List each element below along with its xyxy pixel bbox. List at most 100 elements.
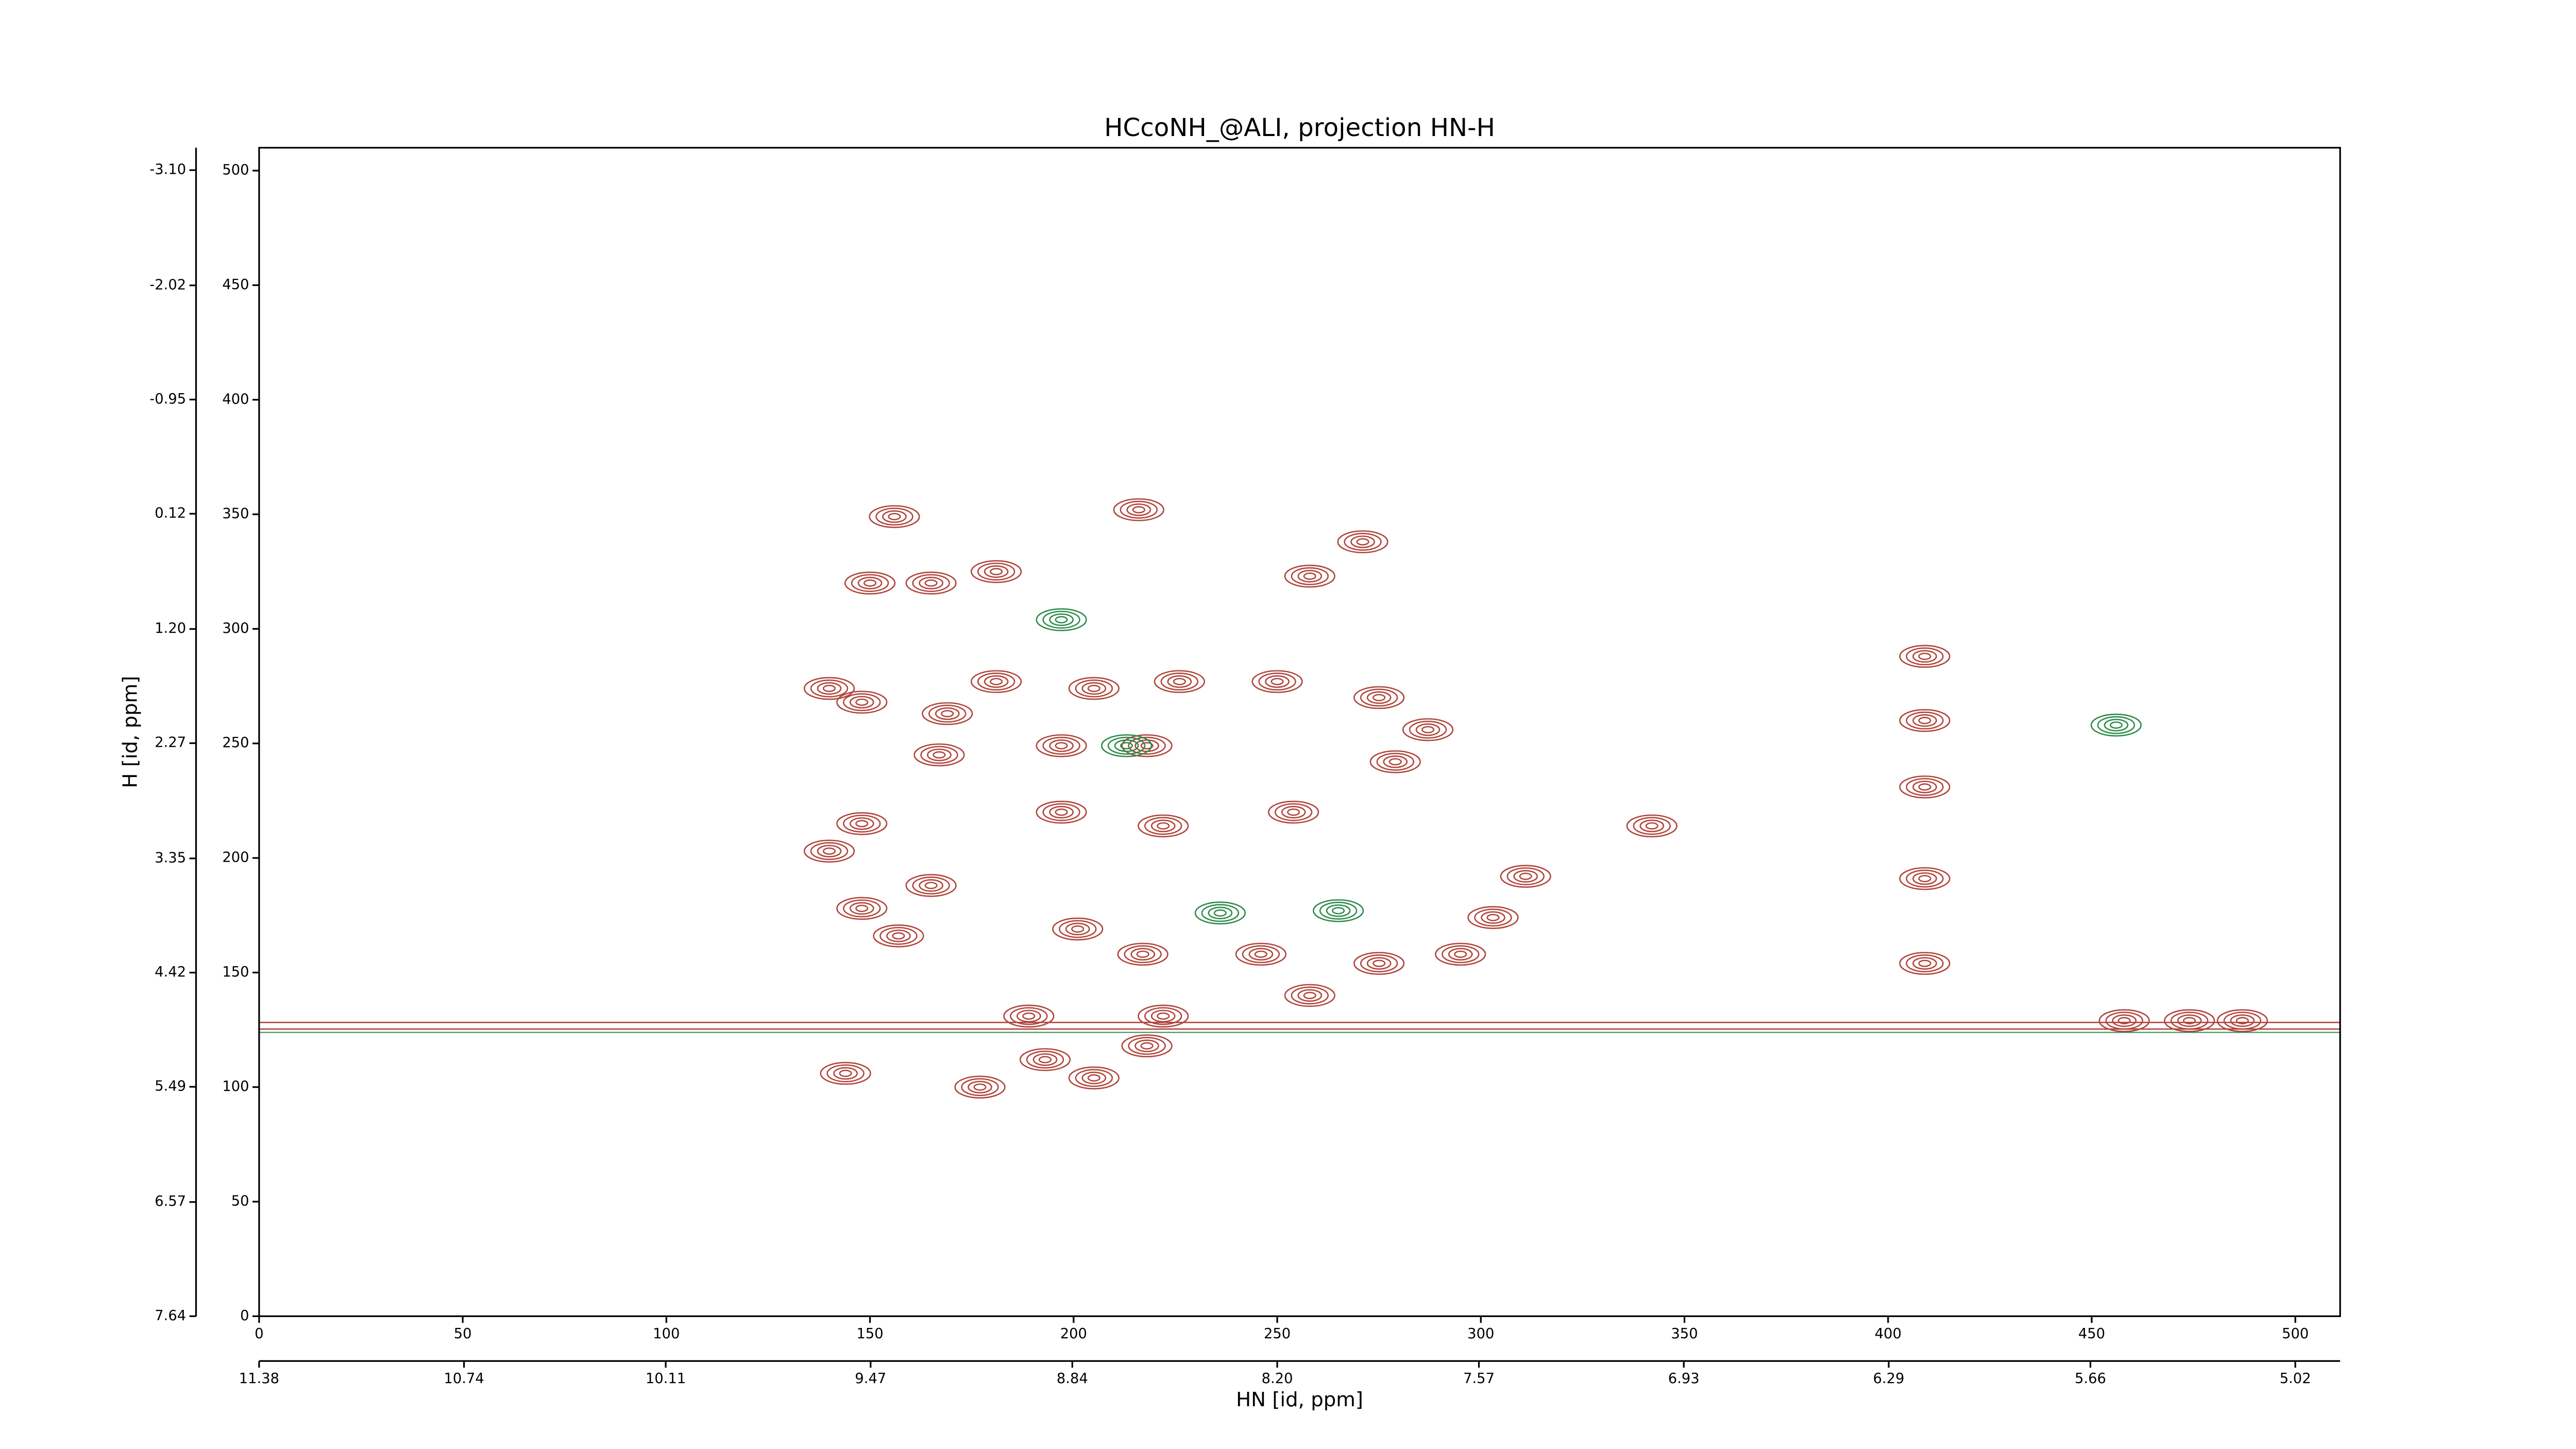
contour-level	[1369, 750, 1421, 773]
contour-level	[1906, 778, 1944, 796]
peak	[1138, 814, 1189, 838]
contour-level	[2098, 1009, 2150, 1032]
contour-level	[1899, 952, 1951, 975]
contour-level	[810, 842, 849, 861]
contour-level	[892, 932, 905, 940]
contour-level	[1372, 694, 1386, 701]
y2-tick-label: 1.20	[155, 620, 186, 636]
y2-tick-label: 7.64	[155, 1308, 186, 1324]
peak	[873, 924, 924, 948]
contour-level	[1415, 723, 1440, 736]
peak	[1899, 775, 1951, 799]
contour-level	[839, 1069, 852, 1077]
contour-level	[1121, 1034, 1173, 1057]
peak	[1337, 530, 1388, 553]
contour-level	[1265, 675, 1290, 688]
x-tick-label: 300	[1467, 1326, 1494, 1342]
y-tick-label: 100	[222, 1079, 249, 1094]
x2-tick-label: 5.66	[2075, 1371, 2106, 1387]
contour-level	[1126, 503, 1151, 516]
contour-level	[1242, 945, 1280, 964]
contour-level	[928, 704, 967, 723]
contour-level	[1055, 742, 1068, 750]
x-tick-label: 500	[2282, 1326, 2309, 1342]
contour-level	[1068, 1066, 1120, 1090]
contour-level	[1337, 530, 1388, 553]
contour-level	[1912, 872, 1937, 885]
contour-level	[1906, 647, 1944, 666]
peak	[2098, 1009, 2150, 1032]
contour-level	[843, 693, 881, 712]
contour-level	[1107, 736, 1146, 755]
x2-tick-label: 6.93	[1668, 1371, 1700, 1387]
y2-tick-label: 4.42	[155, 964, 186, 980]
peak	[1626, 814, 1677, 838]
contour-level	[1038, 1056, 1052, 1064]
contour-level	[1120, 500, 1158, 519]
contour-level	[1117, 942, 1168, 966]
peak	[1052, 917, 1104, 941]
contour-level	[1144, 817, 1182, 835]
contour-level	[817, 845, 842, 857]
contour-level	[1055, 808, 1068, 816]
contour-level	[2183, 1017, 2196, 1024]
contour-level	[1081, 682, 1107, 695]
contour-level	[826, 1064, 865, 1083]
contour-level	[1010, 1007, 1048, 1025]
peak	[1284, 564, 1335, 588]
contour-level	[1016, 1009, 1041, 1023]
contour-level	[1899, 709, 1951, 732]
peak	[1500, 865, 1551, 888]
contour-level	[912, 877, 950, 895]
y-tick-label: 200	[222, 850, 249, 866]
contour-level	[1036, 608, 1087, 631]
contour-level	[1136, 950, 1149, 958]
contour-level	[927, 748, 952, 762]
contour-level	[1100, 734, 1153, 757]
contour-level	[2230, 1014, 2255, 1027]
peak	[1036, 608, 1087, 631]
contour-level	[1918, 959, 1931, 967]
contour-level	[1059, 920, 1097, 938]
y-tick-label: 350	[222, 506, 249, 522]
contour-level	[1213, 909, 1227, 917]
contour-level	[1173, 678, 1186, 685]
contour-level	[849, 902, 874, 915]
contour-level	[1918, 783, 1931, 791]
contour-level	[1138, 814, 1189, 838]
contour-level	[1366, 691, 1392, 704]
contour-level	[1120, 742, 1133, 750]
contour-level	[1042, 803, 1080, 821]
contour-level	[1258, 672, 1296, 691]
contour-level	[855, 698, 869, 706]
contour-level	[924, 882, 938, 889]
contour-level	[886, 929, 911, 942]
peak	[905, 874, 957, 897]
contour-level	[968, 1081, 992, 1093]
contour-level	[1160, 672, 1199, 691]
contour-level	[1291, 567, 1329, 585]
contour-level	[973, 1083, 987, 1091]
y-tick-label: 50	[231, 1193, 249, 1209]
contour-level	[1906, 954, 1944, 972]
contour-level	[1274, 803, 1313, 821]
contour-level	[2105, 1012, 2143, 1030]
peak	[2090, 713, 2142, 737]
contour-level	[1513, 870, 1538, 883]
peak	[1353, 952, 1405, 975]
peak	[836, 812, 888, 835]
contour-level	[1297, 989, 1323, 1002]
contour-level	[1087, 1074, 1100, 1082]
contour-level	[1912, 957, 1937, 970]
peak	[971, 560, 1022, 583]
contour-level	[844, 571, 896, 595]
contour-level	[990, 678, 1003, 685]
contour-level	[971, 560, 1022, 583]
contour-level	[954, 1075, 1006, 1099]
x2-tick-label: 8.20	[1262, 1371, 1293, 1387]
contour-level	[875, 508, 913, 526]
contour-level	[1049, 613, 1074, 626]
contour-level	[941, 710, 954, 718]
contour-level	[1235, 942, 1287, 966]
